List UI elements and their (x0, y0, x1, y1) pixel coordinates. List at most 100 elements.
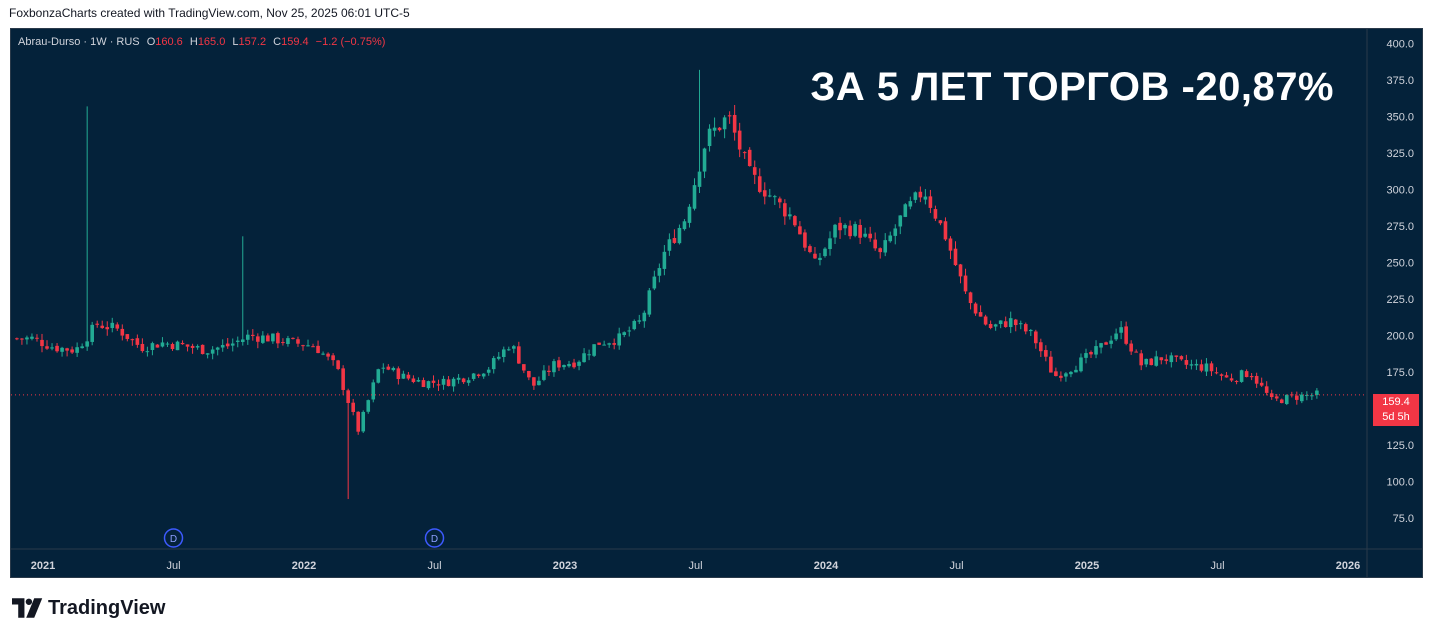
candle-body (1204, 363, 1209, 372)
candle-body (913, 192, 918, 200)
candle-body (1234, 380, 1239, 382)
candle-body (567, 363, 571, 367)
candle-body (923, 196, 928, 200)
candle-body (120, 328, 125, 336)
candle-body (245, 334, 250, 340)
candle-body (1189, 364, 1194, 366)
candle-body (256, 336, 260, 342)
candle-body (1079, 357, 1083, 372)
candle-body (1179, 356, 1184, 360)
candle-body (115, 324, 120, 329)
candle-body (933, 209, 938, 219)
candle-body (155, 344, 160, 348)
candle-body (572, 362, 576, 368)
candle-body (286, 338, 290, 345)
candle-body (321, 353, 325, 355)
candle-body (90, 324, 94, 342)
x-tick-label: 2025 (1075, 560, 1099, 572)
candle-body (1023, 324, 1028, 332)
candle-body (722, 117, 727, 130)
candle-body (25, 337, 29, 340)
candle-body (436, 384, 441, 386)
candle-body (1174, 355, 1179, 357)
candle-body (195, 346, 200, 348)
candle-body (461, 378, 466, 383)
candle-body (783, 203, 787, 217)
candle-body (948, 238, 953, 251)
candle-body (1315, 390, 1319, 395)
candle-body (100, 325, 105, 328)
candle-body (682, 221, 687, 230)
candle-body (697, 171, 702, 187)
candle-body (1094, 346, 1098, 355)
candle-body (235, 340, 240, 342)
candle-body (1224, 375, 1229, 378)
x-tick-label: 2024 (814, 560, 839, 572)
candle-body (95, 323, 100, 325)
candle-body (1295, 395, 1299, 400)
candle-body (311, 346, 315, 348)
candle-body (1054, 371, 1058, 377)
candle-body (225, 343, 230, 347)
candle-body (873, 239, 877, 249)
candle-body (1279, 399, 1284, 404)
candle-body (968, 292, 973, 304)
candle-body (1034, 331, 1038, 344)
chart-caption: FoxbonzaCharts created with TradingView.… (9, 6, 410, 20)
y-tick-label: 200.0 (1386, 331, 1414, 343)
candle-body (45, 346, 49, 349)
candle-body (993, 324, 998, 327)
candle-body (707, 128, 712, 147)
candle-body (893, 228, 898, 236)
candle-body (371, 382, 376, 400)
candle-body (878, 248, 883, 253)
candle-body (522, 364, 526, 371)
candle-body (396, 368, 401, 379)
candle-body (532, 377, 536, 386)
candle-body (1249, 376, 1254, 378)
candle-body (185, 344, 190, 347)
y-tick-label: 75.0 (1393, 513, 1414, 525)
candle-body (160, 342, 165, 347)
candle-body (527, 370, 531, 378)
candle-body (1244, 371, 1249, 378)
candle-body (617, 333, 622, 346)
candle-body (752, 167, 757, 175)
candle-body (85, 341, 89, 347)
brand-name: TradingView (48, 596, 166, 619)
candle-body (1159, 357, 1164, 361)
candle-body (637, 320, 642, 322)
candle-body (150, 343, 155, 350)
y-tick-label: 375.0 (1386, 75, 1414, 87)
candle-body (1169, 355, 1174, 363)
candle-body (230, 343, 235, 346)
x-tick-label: 2023 (553, 560, 577, 572)
candle-body (788, 214, 792, 217)
candle-body (712, 127, 717, 131)
candle-body (75, 347, 79, 353)
candle-body (853, 224, 857, 236)
candle-body (953, 248, 958, 266)
candle-body (471, 373, 476, 379)
x-tick-label: Jul (166, 560, 180, 572)
candle-body (557, 360, 561, 368)
candle-body (220, 345, 225, 348)
candlestick-chart[interactable]: 400.0 375.0 350.0 325.0 300.0 275.0 250.0 225.0… (11, 29, 1422, 577)
candle-body (65, 348, 69, 351)
candle-body (667, 239, 672, 251)
candle-body (1114, 333, 1118, 340)
candle-body (50, 347, 54, 349)
candle-body (1284, 394, 1289, 404)
candle-body (662, 251, 667, 269)
candle-body (1109, 340, 1113, 344)
tradingview-brand[interactable]: TradingView (12, 597, 165, 619)
candle-body (537, 380, 541, 386)
low-value: 157.2 (238, 36, 267, 48)
chart-panel[interactable]: 400.0 375.0 350.0 325.0 300.0 275.0 250.0 225.0… (10, 28, 1423, 578)
candle-body (331, 355, 335, 361)
x-tick-label: 2022 (292, 560, 316, 572)
candle-body (542, 370, 546, 380)
candle-body (1164, 359, 1169, 361)
candle-body (973, 303, 978, 314)
candle-body (652, 276, 657, 289)
